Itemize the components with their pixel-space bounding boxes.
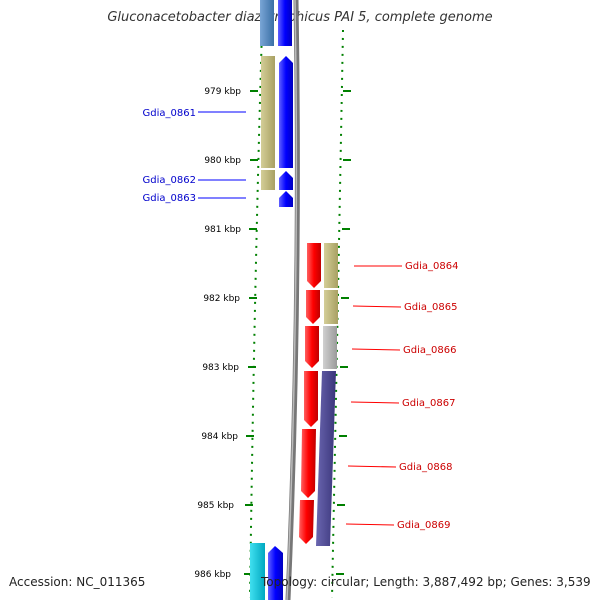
scale-label-982: 982 kbp [203,294,240,304]
scale-label-981: 981 kbp [204,225,241,235]
gene-arrow-gdia-0868[interactable] [301,429,316,498]
cog-block-bottom-cyan [250,543,265,600]
scale-label-984: 984 kbp [201,432,238,442]
gene-label-gdia-0862[interactable]: Gdia_0862 [143,175,196,186]
genome-backbone-highlight [286,0,298,600]
gene-label-gdia-0869[interactable]: Gdia_0869 [397,520,450,531]
label-connectors-right [345,265,402,526]
genome-backbone [285,0,300,600]
cog-block-top-steel [260,0,274,46]
scale-label-983: 983 kbp [202,363,239,373]
cog-block-gdia-0862 [261,170,275,190]
gene-label-gdia-0867[interactable]: Gdia_0867 [402,398,455,409]
scale-label-986: 986 kbp [194,570,231,580]
gene-label-gdia-0865[interactable]: Gdia_0865 [404,302,457,313]
gene-arrow-gdia-0862[interactable] [279,171,293,190]
gene-arrow-gdia-0867[interactable] [304,371,318,427]
genome-summary-label: Topology: circular; Length: 3,887,492 bp… [261,575,591,589]
gene-arrow-gdia-0866[interactable] [305,326,319,368]
cog-block-gdia-0866 [323,326,337,369]
gene-arrow-gdia-0865[interactable] [306,290,320,324]
cog-block-gdia-0865 [324,290,338,324]
gene-arrow-bottom-blue [268,546,283,600]
gene-arrow-gdia-0864[interactable] [307,243,321,288]
gene-label-gdia-0868[interactable]: Gdia_0868 [399,462,452,473]
scale-ticks-left [244,90,258,575]
cog-block-gdia-0861 [261,56,275,168]
genome-title: Gluconacetobacter diazotrophicus PAI 5, … [107,10,493,25]
gene-label-gdia-0866[interactable]: Gdia_0866 [403,345,456,356]
scale-label-980: 980 kbp [204,156,241,166]
label-connectors-left [198,111,246,199]
scale-ticks-right [336,90,351,575]
accession-label: Accession: NC_011365 [9,575,146,589]
gene-label-gdia-0863[interactable]: Gdia_0863 [143,193,196,204]
gene-arrow-gdia-0861[interactable] [279,56,293,168]
gene-label-gdia-0861[interactable]: Gdia_0861 [143,108,196,119]
cog-block-gdia-0867-0869 [316,371,336,546]
gene-arrow-gdia-0863[interactable] [279,191,293,207]
cog-block-gdia-0864 [324,243,338,288]
scale-label-985: 985 kbp [197,501,234,511]
gene-label-gdia-0864[interactable]: Gdia_0864 [405,261,458,272]
outer-ring-dotted-left [249,29,263,599]
scale-label-979: 979 kbp [204,87,241,97]
gene-arrow-gdia-0869[interactable] [299,500,314,544]
gene-arrow-top-blue [278,0,292,46]
